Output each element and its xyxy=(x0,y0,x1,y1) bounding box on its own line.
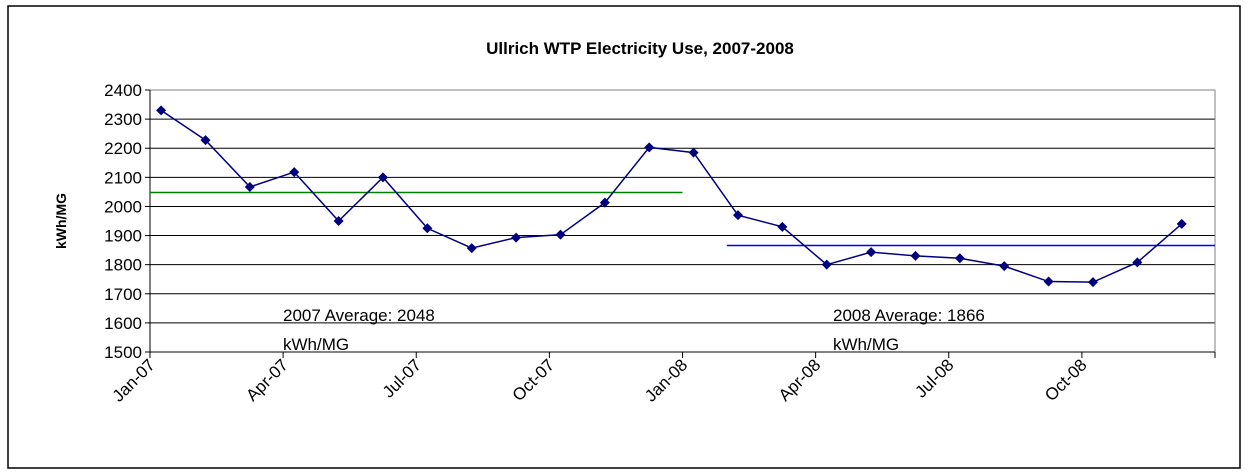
chart-frame xyxy=(7,5,1241,469)
data-point xyxy=(866,247,877,258)
average-label: 2008 Average: 1866 xyxy=(833,306,985,325)
chart-title: Ullrich WTP Electricity Use, 2007-2008 xyxy=(486,39,794,58)
y-tick-label: 1600 xyxy=(104,314,142,333)
data-point xyxy=(333,216,344,226)
data-point xyxy=(688,147,699,158)
data-point xyxy=(200,135,211,146)
data-point xyxy=(644,142,655,153)
data-point xyxy=(910,250,921,261)
data-point xyxy=(555,229,566,240)
data-point xyxy=(954,253,965,264)
y-tick-label: 1700 xyxy=(104,285,142,304)
y-tick-label: 2200 xyxy=(104,139,142,158)
data-point xyxy=(511,232,522,243)
y-tick-label: 1500 xyxy=(104,343,142,362)
data-point xyxy=(466,243,477,254)
data-point xyxy=(732,210,743,221)
data-point xyxy=(1043,276,1054,287)
series-line xyxy=(160,109,1183,283)
data-point xyxy=(156,105,167,116)
y-tick-label: 2100 xyxy=(104,168,142,187)
data-point xyxy=(1087,277,1098,288)
y-axis-label: kWh/MG xyxy=(53,193,69,249)
data-point xyxy=(1176,218,1187,229)
data-point xyxy=(1132,257,1143,268)
average-label: 2007 Average: 2048 xyxy=(283,306,435,325)
data-point xyxy=(244,181,255,192)
y-tick-label: 2400 xyxy=(104,81,142,100)
y-tick-label: 2000 xyxy=(104,197,142,216)
average-label: kWh/MG xyxy=(283,335,349,354)
data-point xyxy=(821,259,832,270)
data-point xyxy=(422,223,433,234)
y-tick-label: 2300 xyxy=(104,110,142,129)
y-tick-label: 1900 xyxy=(104,227,142,246)
data-point xyxy=(377,172,388,183)
data-point xyxy=(777,221,788,232)
average-label: kWh/MG xyxy=(833,335,899,354)
data-point xyxy=(599,197,610,208)
data-point xyxy=(999,261,1010,272)
y-tick-label: 1800 xyxy=(104,256,142,275)
data-point xyxy=(289,167,300,178)
